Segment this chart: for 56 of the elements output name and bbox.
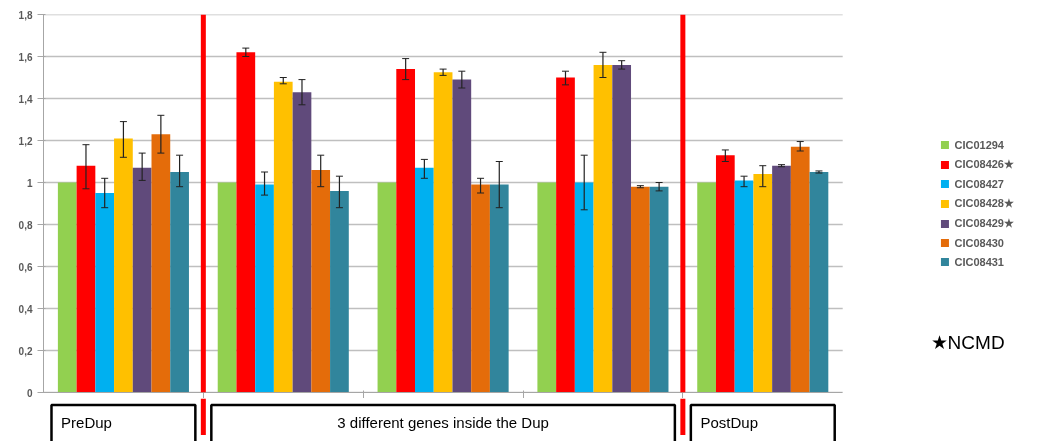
bar <box>433 72 453 393</box>
legend-label: CIC08430 <box>954 236 1004 249</box>
bar <box>57 182 77 393</box>
bar <box>114 138 133 393</box>
bar <box>489 184 509 393</box>
bar <box>556 77 575 393</box>
bar <box>715 155 735 393</box>
bar <box>452 79 472 393</box>
bar <box>273 81 293 393</box>
y-tick-label: 0,4 <box>18 303 33 315</box>
bar <box>415 167 434 393</box>
y-tick-label: 1,8 <box>18 9 33 21</box>
legend-label: CIC08429★ <box>954 216 1014 230</box>
bar <box>377 182 397 393</box>
bar <box>76 165 96 393</box>
bar <box>772 165 791 393</box>
bar <box>170 172 189 393</box>
bar <box>217 182 237 393</box>
text: ★NCMD <box>930 331 1005 353</box>
bar <box>753 174 773 393</box>
bar <box>809 172 829 393</box>
bar <box>292 92 312 393</box>
bar <box>311 169 331 393</box>
y-tick-label: 0,6 <box>18 261 33 273</box>
legend-label: CIC08428★ <box>954 196 1014 210</box>
legend-label: CIC08427 <box>954 177 1004 190</box>
y-tick-label: 0,8 <box>18 219 33 231</box>
bar <box>330 190 349 393</box>
y-tick-label: 1 <box>26 177 33 189</box>
y-tick-label: 0 <box>26 387 33 399</box>
bar <box>593 64 613 393</box>
bar <box>612 64 632 393</box>
bar <box>734 180 754 393</box>
bar <box>396 69 416 393</box>
bar <box>697 182 716 393</box>
y-tick-label: 0,2 <box>18 345 33 357</box>
text: 3 different genes inside the Dup <box>337 413 549 431</box>
bar <box>537 182 557 393</box>
y-tick-label: 1,2 <box>18 135 33 147</box>
bar <box>471 184 490 393</box>
bar <box>574 182 594 393</box>
text: PreDup <box>61 413 112 431</box>
bar <box>132 167 152 393</box>
y-tick-label: 1,6 <box>18 51 33 63</box>
bar <box>790 146 810 393</box>
legend-label: CIC08426★ <box>954 157 1014 171</box>
bar <box>649 186 669 393</box>
bar <box>95 193 115 393</box>
legend-label: CIC01294 <box>954 138 1004 151</box>
bar <box>151 134 171 393</box>
bar <box>255 184 274 393</box>
bar <box>631 186 650 393</box>
legend-label: CIC08431 <box>954 255 1004 268</box>
bar <box>236 52 256 393</box>
y-tick-label: 1,4 <box>18 93 33 105</box>
text: PostDup <box>700 413 758 431</box>
